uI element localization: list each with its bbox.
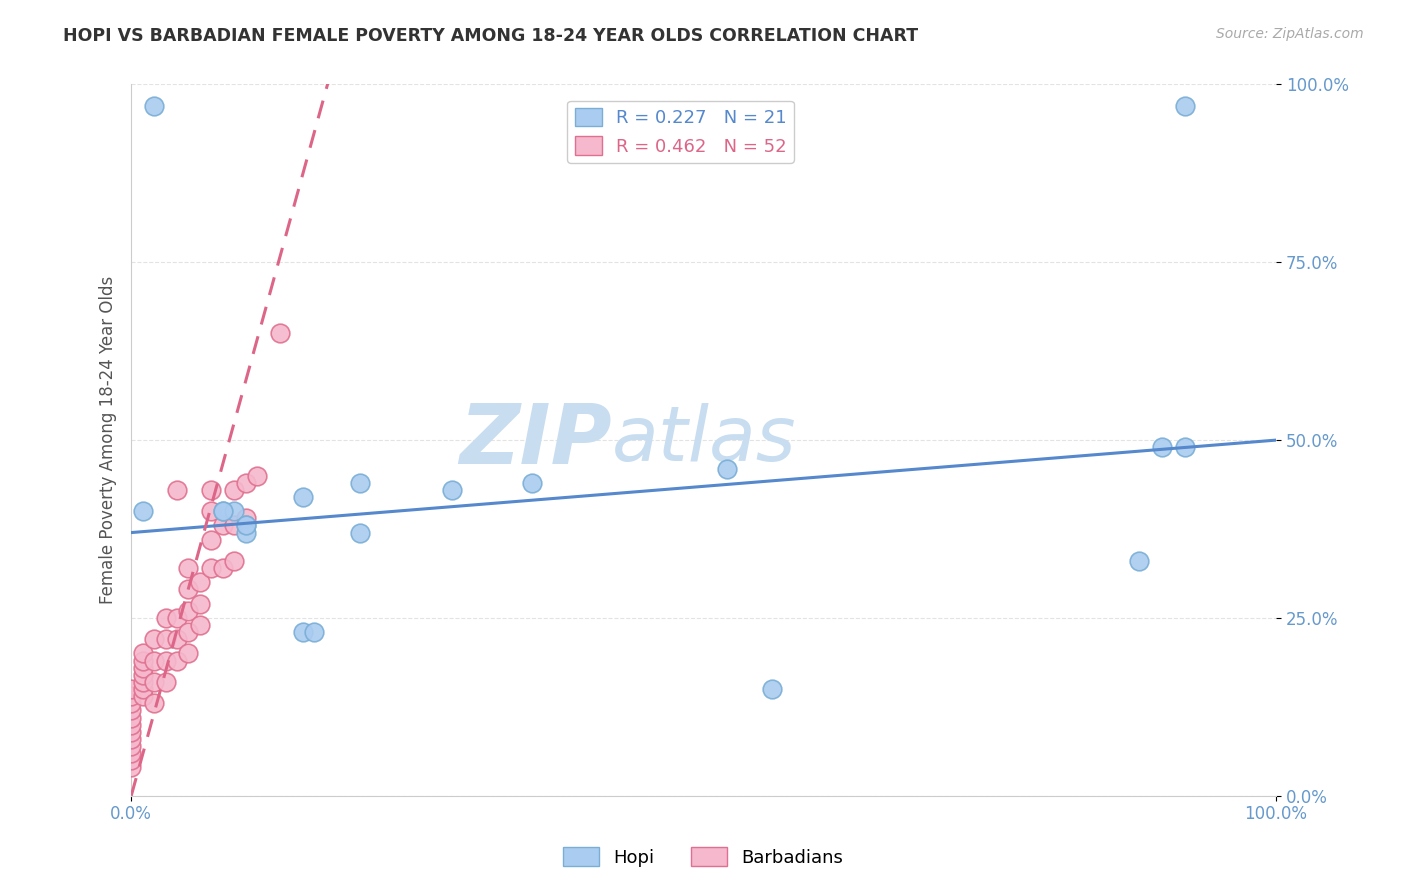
- Point: [200, 533, 222, 547]
- Point: [211, 518, 233, 533]
- Point: [1173, 99, 1195, 113]
- Point: [200, 504, 222, 518]
- Point: [120, 681, 142, 696]
- Point: [235, 518, 257, 533]
- Y-axis label: Female Poverty Among 18-24 Year Olds: Female Poverty Among 18-24 Year Olds: [100, 276, 117, 604]
- Point: [131, 647, 153, 661]
- Point: [131, 661, 153, 675]
- Point: [349, 525, 371, 540]
- Point: [155, 611, 177, 625]
- Point: [131, 689, 153, 703]
- Point: [235, 511, 257, 525]
- Point: [177, 625, 200, 640]
- Text: Source: ZipAtlas.com: Source: ZipAtlas.com: [1216, 27, 1364, 41]
- Point: [120, 760, 142, 774]
- Text: atlas: atlas: [612, 403, 797, 477]
- Point: [131, 654, 153, 668]
- Point: [143, 654, 166, 668]
- Point: [120, 753, 142, 767]
- Point: [155, 632, 177, 647]
- Point: [716, 461, 738, 475]
- Point: [200, 483, 222, 497]
- Point: [143, 696, 166, 710]
- Point: [269, 326, 291, 341]
- Point: [166, 632, 188, 647]
- Point: [155, 675, 177, 690]
- Point: [166, 654, 188, 668]
- Point: [224, 483, 246, 497]
- Point: [211, 504, 233, 518]
- Point: [120, 689, 142, 703]
- Point: [143, 99, 166, 113]
- Legend: Hopi, Barbadians: Hopi, Barbadians: [555, 840, 851, 874]
- Text: HOPI VS BARBADIAN FEMALE POVERTY AMONG 18-24 YEAR OLDS CORRELATION CHART: HOPI VS BARBADIAN FEMALE POVERTY AMONG 1…: [63, 27, 918, 45]
- Legend: R = 0.227   N = 21, R = 0.462   N = 52: R = 0.227 N = 21, R = 0.462 N = 52: [568, 101, 794, 162]
- Point: [177, 561, 200, 575]
- Point: [131, 668, 153, 682]
- Point: [246, 468, 269, 483]
- Point: [1150, 440, 1173, 454]
- Point: [235, 475, 257, 490]
- Point: [177, 604, 200, 618]
- Point: [166, 611, 188, 625]
- Point: [188, 618, 211, 632]
- Point: [520, 475, 543, 490]
- Point: [291, 625, 314, 640]
- Point: [120, 703, 142, 717]
- Point: [224, 504, 246, 518]
- Point: [131, 675, 153, 690]
- Point: [155, 654, 177, 668]
- Point: [166, 483, 188, 497]
- Point: [120, 696, 142, 710]
- Point: [304, 625, 326, 640]
- Point: [440, 483, 463, 497]
- Point: [131, 681, 153, 696]
- Point: [211, 561, 233, 575]
- Point: [349, 475, 371, 490]
- Point: [177, 647, 200, 661]
- Point: [120, 739, 142, 753]
- Point: [188, 575, 211, 590]
- Point: [120, 731, 142, 746]
- Point: [120, 717, 142, 731]
- Point: [1128, 554, 1150, 568]
- Point: [235, 525, 257, 540]
- Point: [143, 675, 166, 690]
- Point: [177, 582, 200, 597]
- Point: [200, 561, 222, 575]
- Point: [131, 504, 153, 518]
- Point: [291, 490, 314, 504]
- Point: [211, 504, 233, 518]
- Point: [1173, 440, 1195, 454]
- Point: [120, 710, 142, 724]
- Point: [120, 724, 142, 739]
- Text: ZIP: ZIP: [460, 400, 612, 481]
- Point: [143, 632, 166, 647]
- Point: [188, 597, 211, 611]
- Point: [761, 681, 783, 696]
- Point: [235, 518, 257, 533]
- Point: [120, 746, 142, 760]
- Point: [224, 554, 246, 568]
- Point: [224, 518, 246, 533]
